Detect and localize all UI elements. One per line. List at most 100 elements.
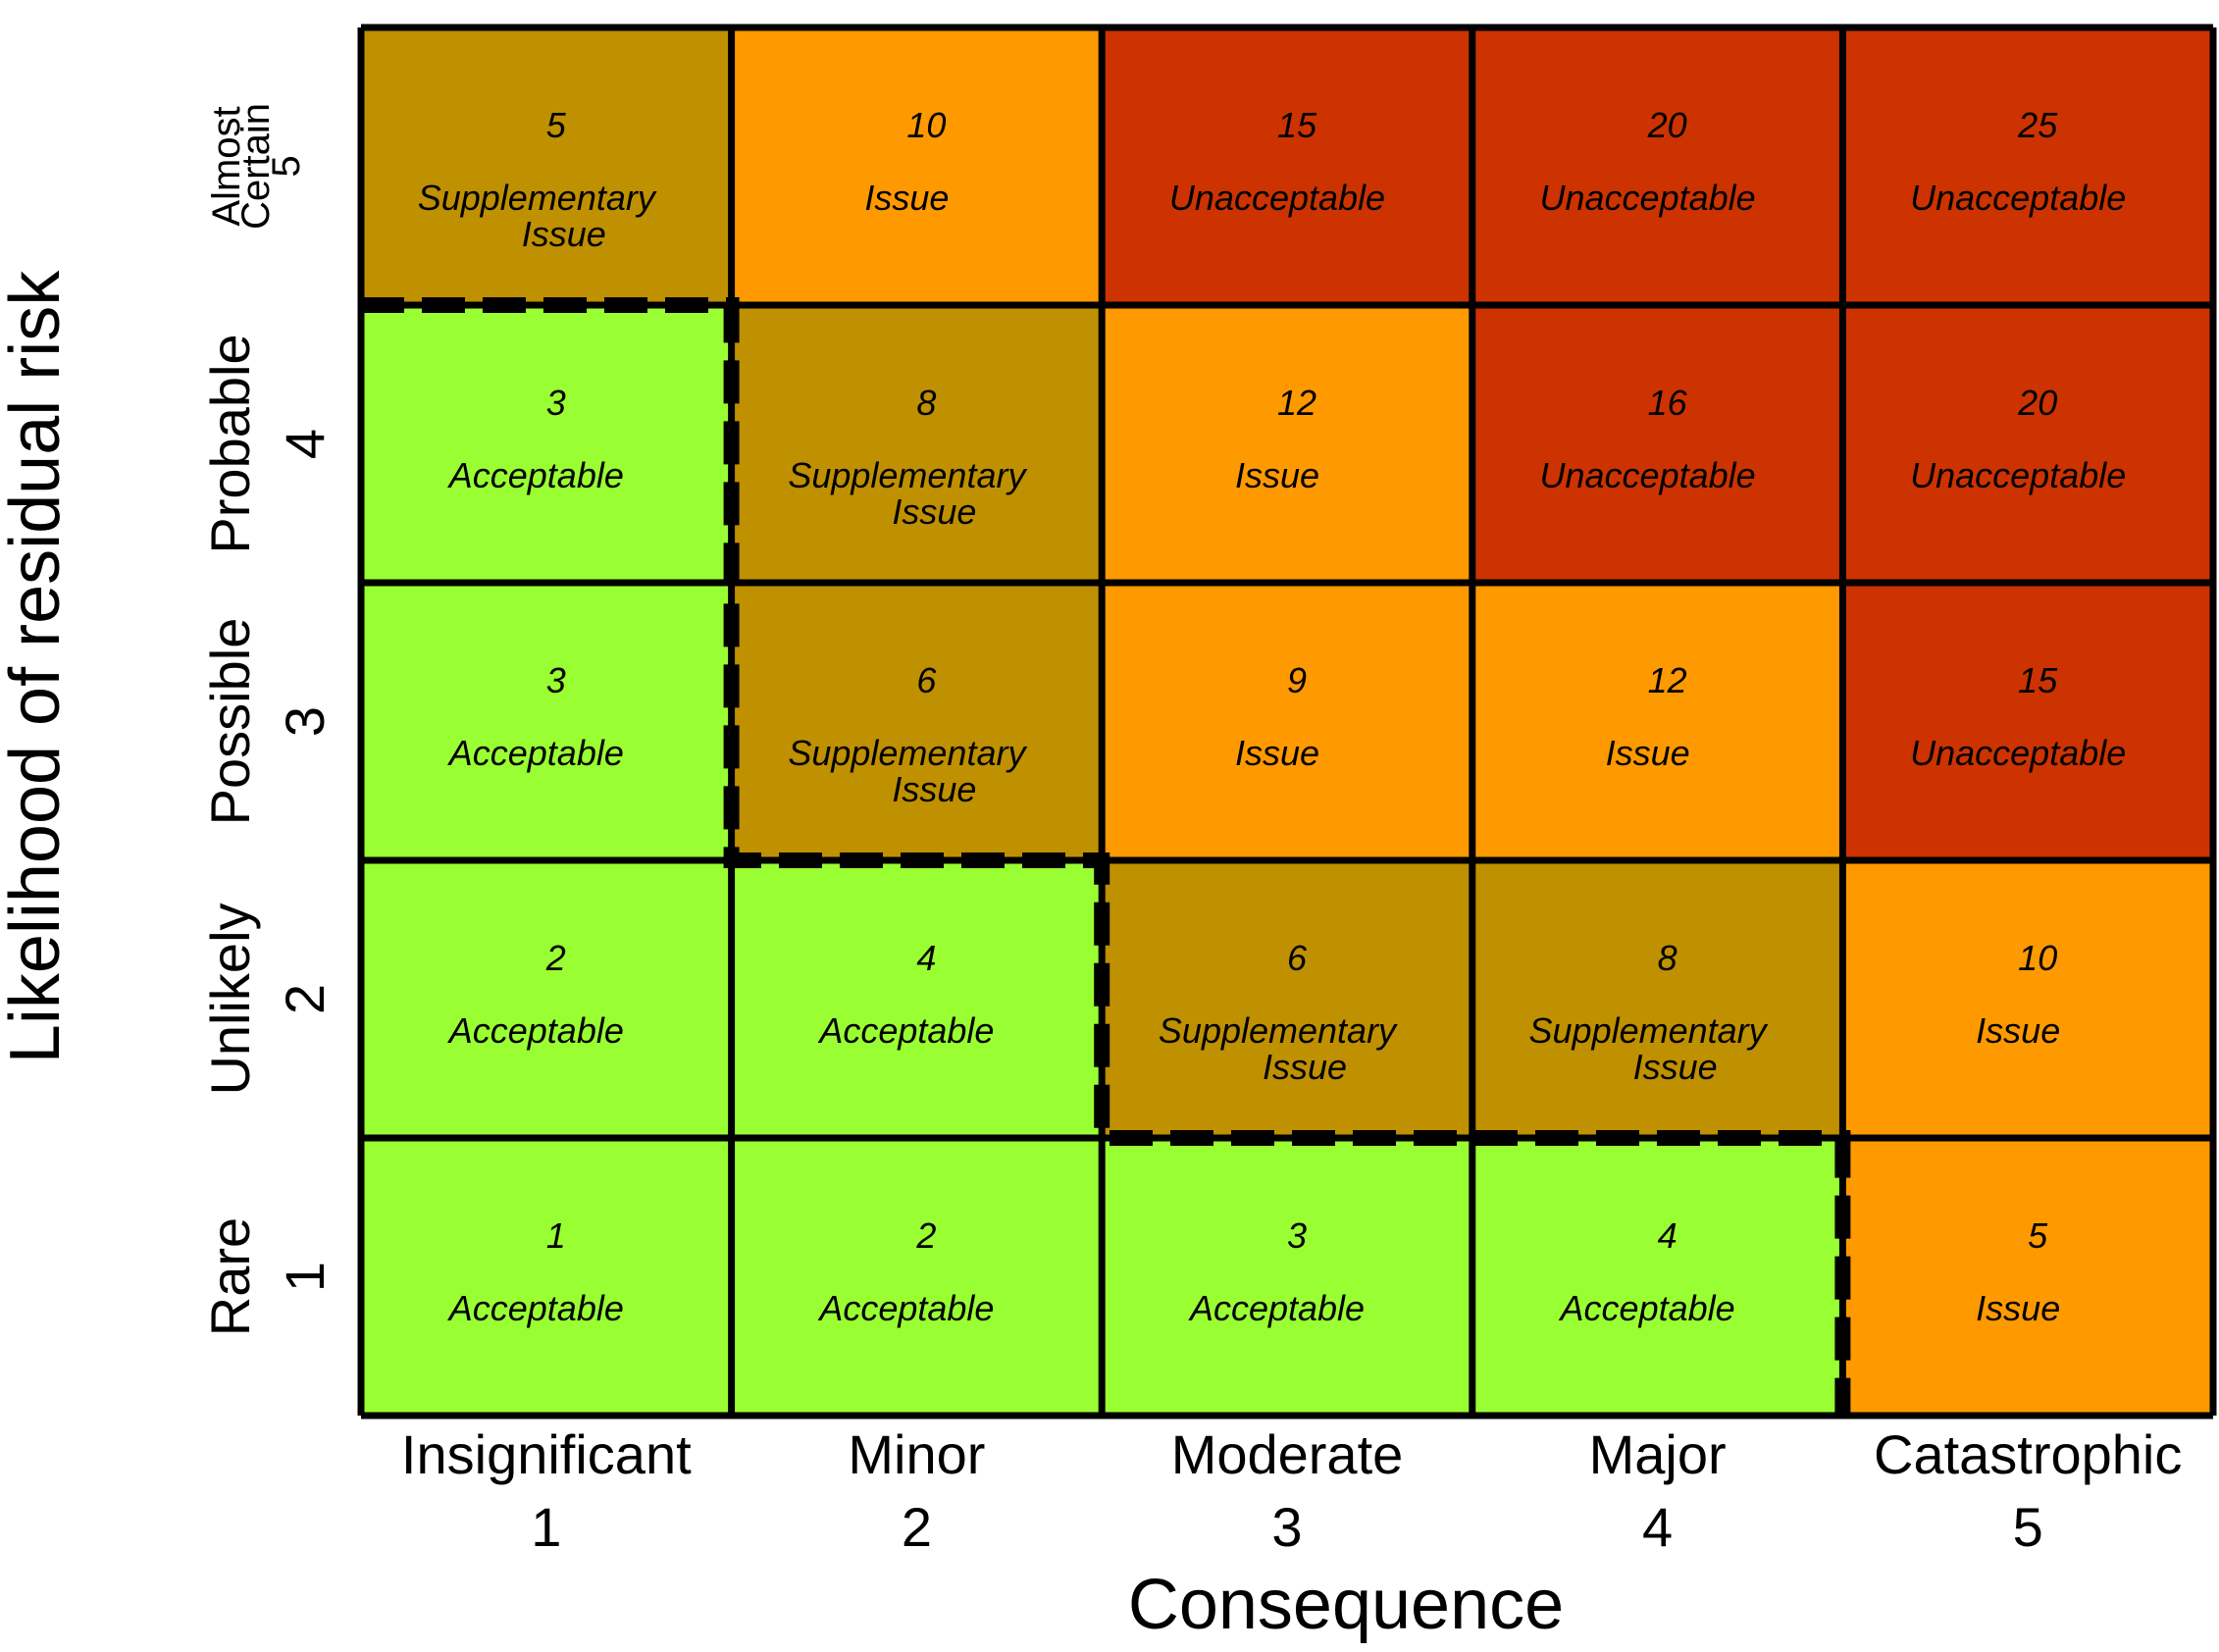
risk-category-label: Acceptable: [817, 1010, 994, 1051]
risk-cell-fill: [1102, 860, 1472, 1138]
risk-score: 20: [2017, 383, 2057, 423]
x-tick-level: 4: [1642, 1496, 1673, 1558]
risk-cell: 10 Issue: [731, 27, 1103, 305]
risk-cell: 4 Acceptable: [731, 860, 1103, 1138]
x-axis-title: Consequence: [1128, 1566, 1564, 1644]
risk-score: 9: [1287, 660, 1307, 700]
risk-cell-fill: [731, 27, 1103, 305]
risk-category-label: Supplementary: [788, 455, 1027, 495]
x-tick-level: 1: [531, 1496, 561, 1558]
risk-category-label: Supplementary: [788, 733, 1027, 773]
risk-score: 5: [2028, 1215, 2048, 1256]
risk-score: 3: [1287, 1215, 1307, 1256]
risk-cell-fill: [1842, 27, 2213, 305]
risk-category-label: Issue: [864, 178, 949, 218]
x-tick-level: 3: [1271, 1496, 1302, 1558]
risk-category-label: Issue: [1235, 733, 1319, 773]
risk-cell: 20 Unacceptable: [1842, 305, 2213, 583]
risk-cell-fill: [361, 27, 732, 305]
risk-cell: 3 Acceptable: [1102, 1138, 1472, 1416]
risk-score: 6: [1287, 938, 1308, 978]
risk-score: 6: [916, 660, 937, 700]
risk-score: 3: [546, 660, 566, 700]
risk-category-label: Acceptable: [1188, 1288, 1365, 1328]
risk-cell: 20 Unacceptable: [1471, 27, 1843, 305]
y-tick-label: Almost: [205, 106, 248, 226]
risk-category-label: Acceptable: [447, 733, 624, 773]
risk-score: 10: [906, 105, 946, 145]
risk-category-label: Acceptable: [817, 1288, 994, 1328]
risk-score: 15: [2018, 660, 2058, 700]
risk-score: 10: [2018, 938, 2057, 978]
x-tick-level: 5: [2013, 1496, 2043, 1558]
risk-score: 25: [2017, 105, 2058, 145]
risk-category-label: Issue: [1606, 733, 1690, 773]
risk-score: 2: [545, 938, 566, 978]
y-tick-label: Rare: [199, 1217, 261, 1336]
risk-score: 16: [1648, 383, 1688, 423]
risk-category-label: Acceptable: [447, 1010, 624, 1051]
risk-category-label: Acceptable: [1559, 1288, 1735, 1328]
risk-cell-fill: [731, 583, 1103, 860]
risk-cell: 16 Unacceptable: [1471, 305, 1843, 583]
y-tick-level: 1: [274, 1262, 335, 1292]
risk-category-label: Issue: [522, 214, 606, 254]
risk-cell-fill: [1842, 860, 2213, 1138]
y-tick-label: Possible: [199, 618, 261, 826]
y-tick-group: Probable 4: [199, 334, 335, 553]
risk-score: 15: [1277, 105, 1317, 145]
risk-cell-fill: [361, 860, 732, 1138]
risk-category-label: Supplementary: [1529, 1010, 1769, 1051]
risk-cell: 2 Acceptable: [731, 1138, 1103, 1416]
x-tick-label: Insignificant: [401, 1423, 692, 1485]
x-tick-label: Moderate: [1171, 1423, 1404, 1485]
risk-cell-fill: [1102, 583, 1472, 860]
risk-score: 8: [1658, 938, 1677, 978]
risk-cell-fill: [1102, 27, 1472, 305]
x-tick-label: Major: [1589, 1423, 1727, 1485]
risk-cell: 4 Acceptable: [1471, 1138, 1843, 1416]
risk-category-label: Unacceptable: [1169, 178, 1385, 218]
y-tick-label: Probable: [199, 334, 261, 553]
risk-cell-fill: [1471, 860, 1843, 1138]
y-tick-group: Unlikely 2: [199, 903, 335, 1095]
risk-cell-fill: [731, 305, 1103, 583]
y-tick-level: 2: [274, 984, 335, 1014]
risk-cell-fill: [1842, 305, 2213, 583]
y-tick-level: 5: [265, 155, 308, 177]
risk-cell-fill: [1102, 1138, 1472, 1416]
risk-category-label: Issue: [1976, 1288, 2060, 1328]
risk-score: 3: [546, 383, 566, 423]
x-axis: Insignificant 1 Minor 2 Moderate 3 Major 4 Catas…: [401, 1423, 2182, 1558]
risk-category-label: Issue: [892, 769, 976, 809]
y-tick-label: Unlikely: [199, 903, 261, 1095]
risk-score: 4: [916, 938, 936, 978]
risk-cell-fill: [1842, 1138, 2213, 1416]
y-axis: Rare 1 Unlikely 2 Possible 3 Probable 4 AlmostCe…: [199, 103, 335, 1336]
risk-score: 5: [546, 105, 567, 145]
risk-category-label: Issue: [1235, 455, 1319, 495]
risk-cell: 15 Unacceptable: [1842, 583, 2213, 860]
risk-cell: 9 Issue: [1102, 583, 1472, 860]
risk-category-label: Unacceptable: [1910, 178, 2126, 218]
risk-category-label: Unacceptable: [1910, 733, 2126, 773]
risk-cell: 1 Acceptable: [361, 1138, 732, 1416]
risk-category-label: Issue: [892, 491, 976, 532]
grid-lines: [357, 24, 2217, 1420]
risk-category-label: Supplementary: [418, 178, 657, 218]
x-tick-label: Minor: [848, 1423, 985, 1485]
y-tick-group: Rare 1: [199, 1217, 335, 1336]
risk-category-label: Unacceptable: [1540, 455, 1756, 495]
risk-score: 20: [1647, 105, 1687, 145]
cells-layer: 5SupplementaryIssue10Issue15Unacceptable…: [361, 27, 2213, 1416]
risk-category-label: Unacceptable: [1910, 455, 2126, 495]
risk-cell-fill: [361, 1138, 732, 1416]
risk-cell: 3 Acceptable: [361, 305, 732, 583]
